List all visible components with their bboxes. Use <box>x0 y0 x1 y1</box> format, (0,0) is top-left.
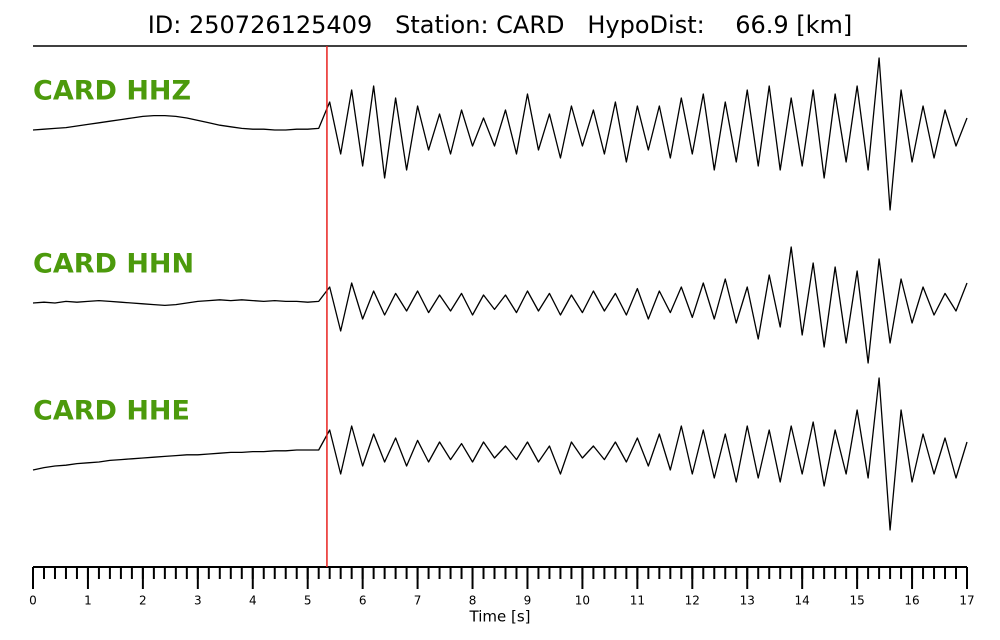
x-tick-label: 4 <box>249 594 257 608</box>
trace-label: CARD HHN <box>33 249 194 280</box>
chart-title: ID: 250726125409 Station: CARD HypoDist:… <box>148 11 853 39</box>
x-tick-label: 6 <box>359 594 367 608</box>
trace-label: CARD HHZ <box>33 76 191 107</box>
x-tick-label: 11 <box>630 594 645 608</box>
x-tick-label: 9 <box>524 594 532 608</box>
x-tick-label: 1 <box>84 594 92 608</box>
x-tick-label: 5 <box>304 594 312 608</box>
x-tick-label: 13 <box>740 594 755 608</box>
x-tick-label: 17 <box>959 594 974 608</box>
x-tick-label: 16 <box>904 594 919 608</box>
waveform <box>32 57 968 211</box>
x-axis-label: Time [s] <box>469 608 531 626</box>
x-tick-label: 14 <box>795 594 810 608</box>
x-tick-label: 15 <box>849 594 864 608</box>
x-tick-label: 2 <box>139 594 147 608</box>
trace-label: CARD HHE <box>33 396 190 427</box>
x-tick-label: 0 <box>29 594 37 608</box>
x-tick-label: 7 <box>414 594 422 608</box>
waveform <box>32 377 968 531</box>
x-tick-label: 12 <box>685 594 700 608</box>
x-tick-label: 8 <box>469 594 477 608</box>
x-tick-label: 10 <box>575 594 590 608</box>
waveform <box>32 246 968 364</box>
x-tick-label: 3 <box>194 594 202 608</box>
